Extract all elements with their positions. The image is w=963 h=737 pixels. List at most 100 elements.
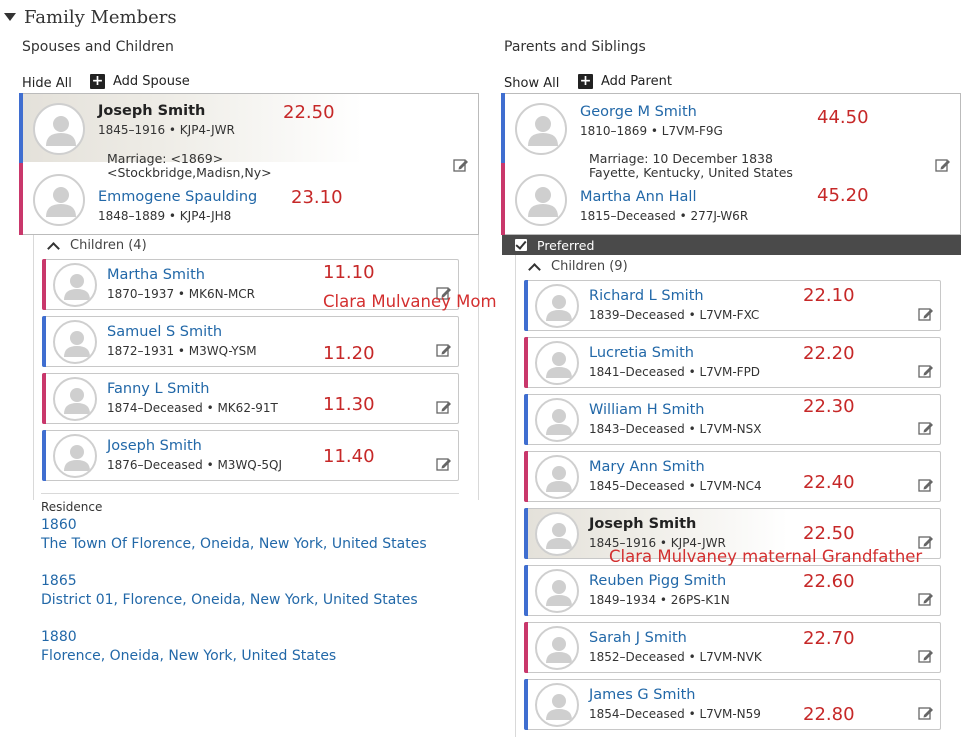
edit-pencil-icon[interactable] [918,705,934,721]
person-silhouette-icon[interactable] [535,626,579,670]
person-silhouette-icon[interactable] [515,103,567,155]
edit-pencil-icon[interactable] [918,591,934,607]
add-parent-button[interactable]: + Add Parent [578,74,672,89]
child-card[interactable]: Reuben Pigg Smith 1849–1934 • 26PS-K1N 22.… [524,565,941,616]
family-members-header[interactable]: Family Members [4,6,177,28]
mother-meta: 1815–Deceased • 277J-W6R [580,209,749,223]
panel-divider [41,493,459,494]
chevron-up-icon [528,262,541,276]
child-score: 22.80 [803,704,855,725]
child-card[interactable]: Joseph Smith 1876–Deceased • M3WQ-5QJ 11.4… [42,430,459,481]
parents-siblings-title: Parents and Siblings [504,39,646,55]
person-silhouette-icon[interactable] [515,174,567,226]
children-count-label: Children (9) [551,259,628,274]
edit-pencil-icon[interactable] [436,399,452,415]
residence-place[interactable]: District 01, Florence, Oneida, New York,… [41,592,418,608]
section-title: Family Members [24,6,177,28]
edit-pencil-icon[interactable] [453,157,469,173]
child-meta: 1872–1931 • M3WQ-YSM [107,344,257,358]
children-toggle[interactable]: Children (4) [47,238,147,255]
plus-icon: + [90,73,105,89]
child-card[interactable]: Sarah J Smith 1852–Deceased • L7VM-NVK 22.… [524,622,941,673]
child-card[interactable]: Samuel S Smith 1872–1931 • M3WQ-YSM 11.20 [42,316,459,367]
triangle-down-icon[interactable] [4,13,16,21]
person-silhouette-icon[interactable] [535,683,579,727]
edit-pencil-icon[interactable] [918,477,934,493]
child-card[interactable]: Lucretia Smith 1841–Deceased • L7VM-FPD 22… [524,337,941,388]
edit-pencil-icon[interactable] [436,456,452,472]
child-score: 11.40 [323,446,375,467]
child-card[interactable]: Martha Smith 1870–1937 • MK6N-MCR 11.10 [42,259,459,310]
edit-pencil-icon[interactable] [935,157,951,173]
child-name[interactable]: Sarah J Smith [589,630,687,646]
person-silhouette-icon[interactable] [53,263,97,307]
child-card[interactable]: Mary Ann Smith 1845–Deceased • L7VM-NC4 22… [524,451,941,502]
edit-pencil-icon[interactable] [918,363,934,379]
person-silhouette-icon[interactable] [53,320,97,364]
child-card[interactable]: Joseph Smith 1845–1916 • KJP4-JWR 22.50 [524,508,941,559]
male-indicator [42,430,46,481]
father-score: 44.50 [817,107,869,128]
child-name[interactable]: Mary Ann Smith [589,459,705,475]
child-name[interactable]: Lucretia Smith [589,345,694,361]
preferred-bar[interactable]: Preferred [502,235,961,255]
wife-name[interactable]: Emmogene Spaulding [98,189,258,205]
female-indicator [42,259,46,310]
person-silhouette-icon[interactable] [535,569,579,613]
annotation-grandfather: Clara Mulvaney maternal Grandfather [609,547,923,566]
marriage-place: <Stockbridge,Madisn,Ny> [107,165,272,180]
child-score: 22.60 [803,571,855,592]
father-name[interactable]: George M Smith [580,104,697,120]
edit-pencil-icon[interactable] [436,285,452,301]
husband-meta: 1845–1916 • KJP4-JWR [98,123,235,137]
residence-label: Residence [41,500,103,514]
child-name[interactable]: Samuel S Smith [107,324,223,340]
person-silhouette-icon[interactable] [53,377,97,421]
show-all-link[interactable]: Show All [504,76,560,91]
residence-place[interactable]: The Town Of Florence, Oneida, New York, … [41,536,427,552]
residence-year[interactable]: 1865 [41,573,77,589]
child-card[interactable]: Fanny L Smith 1874–Deceased • MK62-91T 11.… [42,373,459,424]
child-name[interactable]: James G Smith [589,687,696,703]
person-silhouette-icon[interactable] [535,455,579,499]
edit-pencil-icon[interactable] [918,648,934,664]
edit-pencil-icon[interactable] [436,342,452,358]
residence-place[interactable]: Florence, Oneida, New York, United State… [41,648,337,664]
child-card[interactable]: Richard L Smith 1839–Deceased • L7VM-FXC 2… [524,280,941,331]
child-card[interactable]: James G Smith 1854–Deceased • L7VM-N59 22.… [524,679,941,730]
husband-name[interactable]: Joseph Smith [98,103,206,119]
male-indicator [42,316,46,367]
female-indicator [524,451,528,502]
person-silhouette-icon[interactable] [535,284,579,328]
person-silhouette-icon[interactable] [535,341,579,385]
edit-pencil-icon[interactable] [918,420,934,436]
hide-all-link[interactable]: Hide All [22,76,72,91]
children-count-label: Children (4) [70,238,147,253]
person-silhouette-icon[interactable] [535,512,579,556]
right-panel-border [515,255,516,737]
child-meta: 1845–1916 • KJP4-JWR [589,536,726,550]
child-name[interactable]: Reuben Pigg Smith [589,573,727,589]
child-name[interactable]: William H Smith [589,402,705,418]
child-name[interactable]: Fanny L Smith [107,381,210,397]
residence-year[interactable]: 1860 [41,517,77,533]
residence-year[interactable]: 1880 [41,629,77,645]
child-score: 22.20 [803,343,855,364]
child-card[interactable]: William H Smith 1843–Deceased • L7VM-NSX 2… [524,394,941,445]
checkbox-checked-icon[interactable] [515,239,527,251]
mother-name[interactable]: Martha Ann Hall [580,189,697,205]
add-spouse-button[interactable]: + Add Spouse [90,74,190,89]
edit-pencil-icon[interactable] [918,306,934,322]
person-silhouette-icon[interactable] [33,174,85,226]
edit-pencil-icon[interactable] [918,534,934,550]
person-silhouette-icon[interactable] [535,398,579,442]
annotation-mom: Clara Mulvaney Mom [323,292,497,311]
child-meta: 1876–Deceased • M3WQ-5QJ [107,458,283,472]
child-name[interactable]: Joseph Smith [589,516,697,532]
child-name[interactable]: Richard L Smith [589,288,704,304]
children-toggle[interactable]: Children (9) [528,259,628,276]
person-silhouette-icon[interactable] [33,103,85,155]
child-name[interactable]: Martha Smith [107,267,205,283]
child-name[interactable]: Joseph Smith [107,438,202,454]
person-silhouette-icon[interactable] [53,434,97,478]
